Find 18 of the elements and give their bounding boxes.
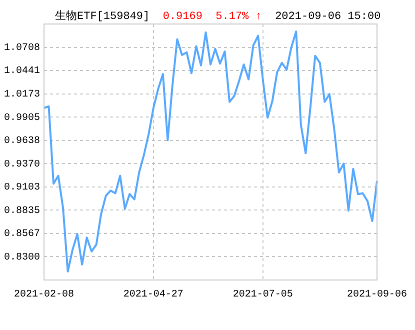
y-tick-label: 0.9905 — [4, 112, 40, 124]
y-tick-label: 1.0708 — [4, 42, 40, 54]
y-tick-label: 0.9638 — [4, 136, 40, 147]
x-tick-label: 2021-04-27 — [123, 290, 184, 301]
y-tick-label: 0.8567 — [4, 229, 40, 240]
x-tick-label: 2021-09-06 — [346, 290, 408, 301]
y-tick-label: 0.9103 — [4, 182, 40, 194]
text: 5.17% ↑ — [216, 11, 262, 23]
y-tick-label: 0.8300 — [4, 252, 40, 264]
chart-title: 生物ETF[159849] — [55, 11, 150, 23]
x-tick-label: 2021-07-05 — [232, 290, 293, 301]
y-tick-label: 1.0173 — [4, 89, 40, 100]
y-tick-label: 0.8835 — [4, 206, 40, 217]
text: 0.9169 — [162, 11, 202, 23]
x-tick-label: 2021-02-08 — [14, 290, 74, 301]
text: 2021-09-06 15:00 — [275, 11, 381, 23]
y-tick-label: 1.0441 — [4, 66, 40, 78]
y-tick-label: 0.9370 — [4, 159, 40, 170]
